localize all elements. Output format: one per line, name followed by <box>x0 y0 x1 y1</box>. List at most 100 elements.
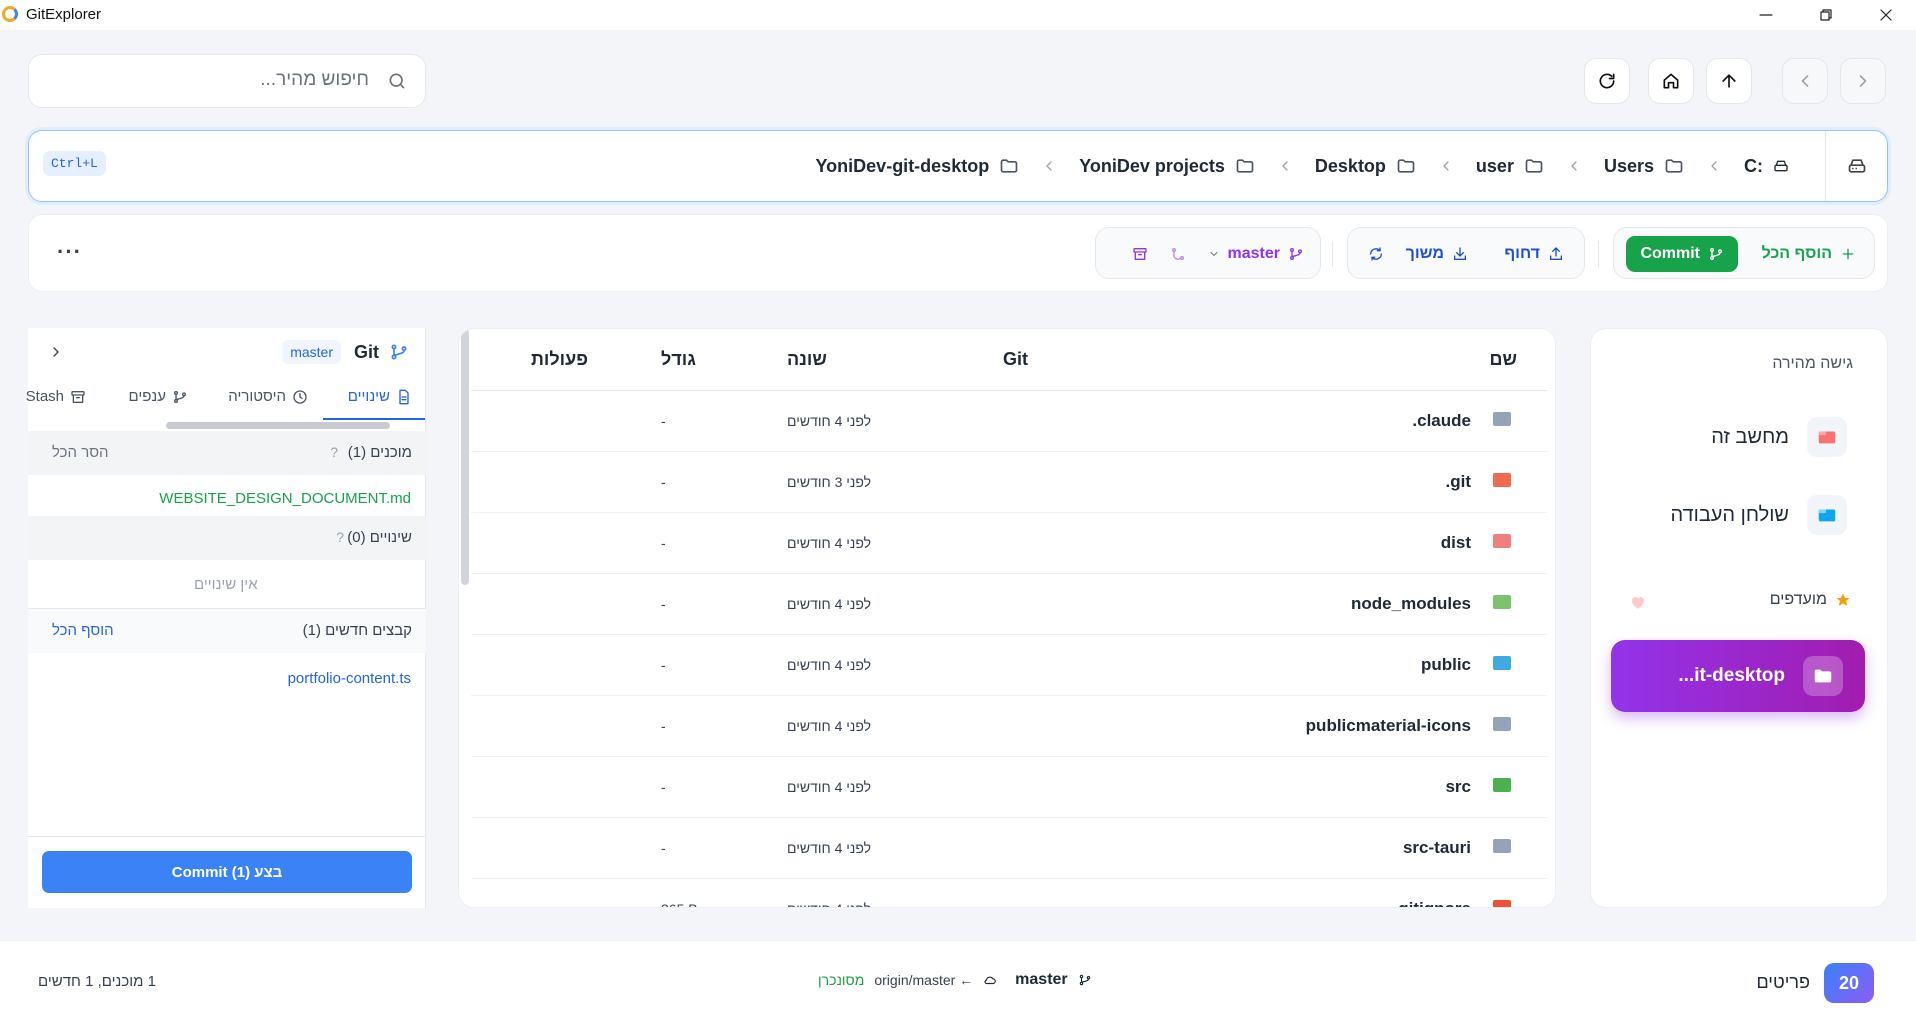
pull-button[interactable]: משוך <box>1406 236 1468 272</box>
chevron-right-icon[interactable] <box>48 344 64 360</box>
push-button[interactable]: דחוף <box>1504 236 1564 272</box>
favorite-item[interactable]: ...it-desktop <box>1611 640 1865 712</box>
file-size: - <box>661 779 666 795</box>
file-name: dist <box>1440 533 1471 552</box>
horizontal-scrollbar[interactable] <box>166 422 390 429</box>
maximize-button[interactable] <box>1798 0 1854 30</box>
breadcrumb: C: Users user Desktop YoniDev projects Y… <box>808 131 1797 201</box>
tab-changes[interactable]: שינויים <box>348 388 412 405</box>
app-logo-icon <box>2 6 18 22</box>
status-summary: 1 מוכנים, 1 חדשים <box>38 973 156 990</box>
hard-drive-icon <box>1848 159 1865 173</box>
untracked-file[interactable]: portfolio-content.ts <box>287 670 411 687</box>
file-text-icon <box>399 389 409 404</box>
history-icon <box>293 389 307 404</box>
column-modified[interactable]: שונה <box>787 349 827 369</box>
more-options-button[interactable]: ··· <box>57 239 82 264</box>
staged-file[interactable]: WEBSITE_DESIGN_DOCUMENT.md <box>159 490 411 507</box>
folder-icon <box>1000 159 1018 173</box>
home-icon <box>1663 73 1679 89</box>
address-bar[interactable]: Ctrl+L C: Users user Desktop YoniDev pro… <box>28 130 1888 202</box>
quick-item-desktop[interactable]: שולחן העבודה <box>1670 495 1847 535</box>
star-icon <box>1836 593 1850 606</box>
crumb-current[interactable]: YoniDev-git-desktop <box>808 156 1028 177</box>
minimize-button[interactable] <box>1738 0 1794 30</box>
staged-section-header: מוכנים (1) ? הסר הכל <box>28 431 426 475</box>
divider <box>1332 241 1333 267</box>
column-name[interactable]: שם <box>1489 349 1517 369</box>
file-row[interactable]: .claude לפני 4 חודשים - <box>471 391 1547 452</box>
git-panel: Git master שינויים היסטוריה ענפים Stash … <box>26 328 426 908</box>
divider <box>28 836 426 837</box>
column-git[interactable]: Git <box>1003 349 1028 369</box>
folder-icon <box>1493 900 1511 907</box>
drive-button[interactable] <box>1825 131 1887 201</box>
help-icon[interactable]: ? <box>336 529 344 545</box>
vertical-scrollbar[interactable] <box>461 329 469 585</box>
close-button[interactable] <box>1858 0 1914 30</box>
chevron-right-icon <box>1859 75 1867 87</box>
file-modified: לפני 4 חודשים <box>787 596 872 612</box>
crumb-drive[interactable]: C: <box>1736 156 1797 177</box>
file-modified: לפני 4 חודשים <box>787 901 871 907</box>
active-tab-indicator <box>323 418 425 420</box>
heart-icon[interactable] <box>1629 593 1647 611</box>
empty-changes-text: אין שינויים <box>194 576 258 593</box>
branch-status: master origin/master ← מסונכרן <box>818 971 1092 989</box>
branch-select[interactable]: master <box>1208 236 1304 272</box>
file-row[interactable]: src-tauri לפני 4 חודשים - <box>471 818 1547 879</box>
folder-icon <box>1236 159 1254 173</box>
branch-group: master <box>1095 227 1321 279</box>
add-all-button[interactable]: הוסף הכל <box>1756 236 1862 272</box>
unstage-all-button[interactable]: הסר הכל <box>52 444 109 461</box>
file-row[interactable]: .git לפני 3 חודשים - <box>471 452 1547 513</box>
merge-button[interactable] <box>1170 236 1186 272</box>
git-branch-icon <box>174 390 186 403</box>
folder-icon <box>1493 717 1511 731</box>
tab-branches[interactable]: ענפים <box>129 388 189 405</box>
folder-icon <box>1525 159 1543 173</box>
file-row[interactable]: dist לפני 4 חודשים - <box>471 513 1547 574</box>
file-row[interactable]: src לפני 4 חודשים - <box>471 757 1547 818</box>
refresh-icon <box>1599 73 1615 89</box>
file-name: .claude <box>1412 411 1471 430</box>
add-all-untracked-button[interactable]: הוסף הכל <box>52 622 114 639</box>
status-remote: origin/master ← <box>874 972 974 988</box>
tab-stash[interactable]: Stash <box>26 388 86 405</box>
divider <box>28 608 426 609</box>
up-button[interactable] <box>1706 58 1752 104</box>
back-button[interactable] <box>1782 58 1828 104</box>
file-row[interactable]: .gitignore לפני 4 חודשים 365 B <box>471 879 1547 907</box>
forward-button[interactable] <box>1840 58 1886 104</box>
file-row[interactable]: publicmaterial-icons לפני 4 חודשים - <box>471 696 1547 757</box>
crumb-users[interactable]: Users <box>1596 156 1692 177</box>
commit-submit-button[interactable]: בצע (1) Commit <box>42 851 412 893</box>
file-row[interactable]: public לפני 4 חודשים - <box>471 635 1547 696</box>
folder-icon <box>1493 412 1511 426</box>
quick-item-this-pc[interactable]: מחשב זה <box>1711 417 1847 457</box>
file-modified: לפני 3 חודשים <box>787 474 872 490</box>
home-button[interactable] <box>1648 58 1694 104</box>
search-box[interactable] <box>28 54 426 108</box>
app-title: GitExplorer <box>26 6 102 23</box>
search-input[interactable] <box>69 69 369 91</box>
search-icon <box>387 71 407 91</box>
file-list-header: שם Git שונה גודל פעולות <box>471 329 1547 391</box>
file-row[interactable]: node_modules לפני 4 חודשים - <box>471 574 1547 635</box>
sync-button[interactable] <box>1368 236 1384 272</box>
help-icon[interactable]: ? <box>330 444 338 460</box>
crumb-user[interactable]: user <box>1468 156 1552 177</box>
column-size[interactable]: גודל <box>661 349 696 369</box>
branch-badge: master <box>282 340 341 364</box>
shortcut-hint: Ctrl+L <box>43 151 106 176</box>
chevron-left-icon <box>1263 158 1307 174</box>
tab-history[interactable]: היסטוריה <box>228 388 308 405</box>
chevron-left-icon <box>1424 158 1468 174</box>
refresh-button[interactable] <box>1584 58 1630 104</box>
file-size: - <box>661 657 666 673</box>
stash-button[interactable] <box>1132 236 1148 272</box>
folder-icon <box>1665 159 1683 173</box>
crumb-desktop[interactable]: Desktop <box>1307 156 1424 177</box>
commit-button[interactable]: Commit <box>1626 236 1738 272</box>
crumb-projects[interactable]: YoniDev projects <box>1071 156 1263 177</box>
